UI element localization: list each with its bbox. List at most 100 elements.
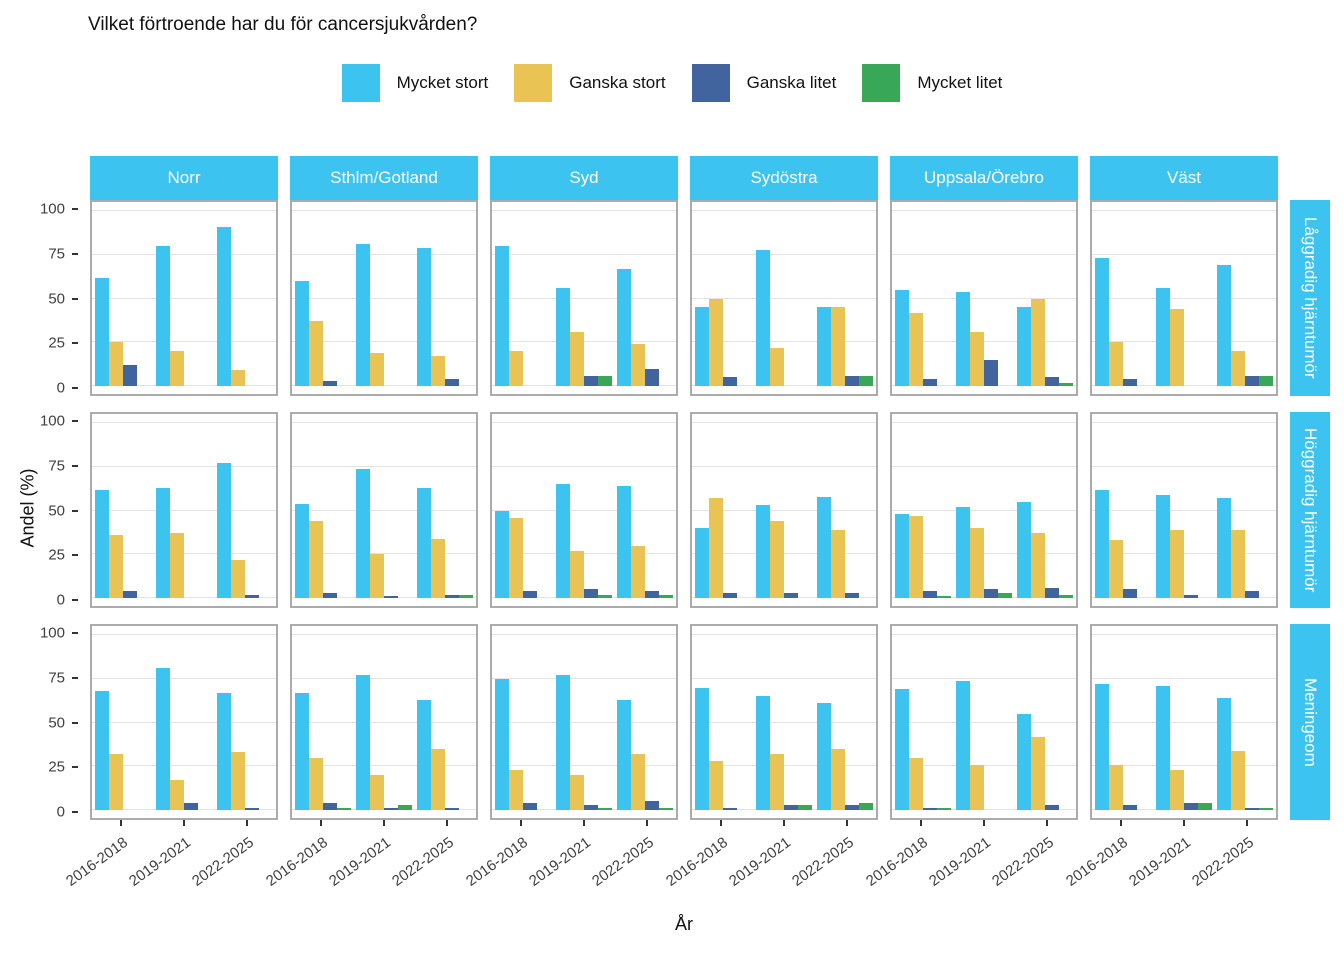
gridline <box>292 422 476 423</box>
y-tick-mark <box>72 721 78 724</box>
bar-group-2019-2021 <box>756 423 812 598</box>
bar-group-2016-2018 <box>694 211 751 386</box>
panel-syd-row2 <box>490 412 678 608</box>
bar-mycket-stort <box>556 484 570 598</box>
bar-mycket-stort <box>217 226 232 386</box>
legend-swatch-ganska-litet <box>691 64 730 102</box>
bar-mycket-stort <box>217 692 232 810</box>
bar-mycket-litet <box>936 808 951 810</box>
bar-ganska-stort <box>508 769 523 810</box>
gridline <box>692 297 876 299</box>
bar-group-2016-2018 <box>494 423 551 598</box>
gridline <box>692 721 876 723</box>
gridline <box>692 509 876 511</box>
bar-ganska-stort <box>308 521 323 598</box>
gridline <box>892 341 1076 343</box>
bar-ganska-stort <box>108 754 123 810</box>
bar-group-2019-2021 <box>556 635 612 810</box>
x-tick-mark <box>383 820 385 826</box>
bar-ganska-litet <box>784 592 798 598</box>
legend-label: Mycket litet <box>917 73 1003 92</box>
bar-mycket-stort <box>817 703 832 810</box>
bar-ganska-stort <box>1108 764 1123 810</box>
y-tick-mark <box>72 554 78 557</box>
panel-norr-row1 <box>90 200 278 396</box>
bar-ganska-stort <box>108 342 123 386</box>
y-tick-label: 0 <box>56 591 65 609</box>
y-tick-mark <box>72 208 78 210</box>
bar-ganska-stort <box>831 529 846 598</box>
gridline <box>692 765 876 767</box>
panel-norr-row2 <box>90 412 278 608</box>
bar-mycket-stort <box>1017 307 1032 386</box>
plot-area <box>92 422 276 598</box>
bar-ganska-litet <box>322 592 337 598</box>
bar-ganska-litet <box>1045 587 1060 598</box>
legend-label: Mycket stort <box>396 73 489 92</box>
y-tick-mark <box>72 766 78 769</box>
bar-mycket-stort <box>1017 713 1032 810</box>
bar-group-2016-2018 <box>894 423 951 598</box>
bar-ganska-stort <box>570 775 584 810</box>
bar-mycket-stort <box>294 281 309 386</box>
bar-ganska-stort <box>831 748 846 810</box>
y-axis-tick-labels: 0 25 50 75 100 <box>24 412 78 608</box>
bar-mycket-stort <box>294 503 309 598</box>
bar-group-2022-2025 <box>417 211 473 386</box>
gridline <box>1092 385 1276 386</box>
gridline <box>1092 553 1276 555</box>
bar-ganska-stort <box>370 352 384 386</box>
gridline <box>892 553 1076 555</box>
bar-group-2022-2025 <box>1217 211 1274 386</box>
bar-mycket-stort <box>956 507 970 598</box>
bar-ganska-litet <box>584 375 598 386</box>
panel-norr-row3 <box>90 624 278 820</box>
gridline <box>692 553 876 555</box>
bar-mycket-stort <box>494 246 509 386</box>
bar-group-2016-2018 <box>494 211 551 386</box>
bar-group-2022-2025 <box>417 635 473 810</box>
bar-mycket-litet <box>598 375 612 386</box>
bar-group-2022-2025 <box>1017 635 1073 810</box>
x-tick-label: 2022-2025 <box>1188 834 1257 890</box>
bar-mycket-stort <box>94 691 109 810</box>
gridline <box>892 634 1076 635</box>
bar-mycket-stort <box>1094 258 1109 386</box>
bar-mycket-litet <box>936 596 951 598</box>
bar-ganska-stort <box>1170 529 1184 598</box>
bar-group-2019-2021 <box>356 423 412 598</box>
y-axis-title: Andel (%) <box>17 468 38 548</box>
x-tick-label: 2019-2021 <box>125 834 194 890</box>
x-tick-mark <box>1120 820 1123 826</box>
gridline <box>92 341 276 343</box>
bar-ganska-litet <box>922 591 937 598</box>
bar-ganska-litet <box>122 365 137 386</box>
bar-ganska-stort <box>1170 309 1184 386</box>
gridline <box>492 422 676 423</box>
gridline <box>1092 677 1276 679</box>
bar-ganska-litet <box>845 592 860 598</box>
gridline <box>292 677 476 679</box>
bar-ganska-litet <box>1184 594 1198 598</box>
y-axis-tick-labels: 0 25 50 75 100 <box>24 624 78 820</box>
y-tick-mark <box>72 676 78 679</box>
bar-group-2019-2021 <box>956 635 1012 810</box>
gridline <box>492 677 676 679</box>
bar-ganska-stort <box>970 528 984 598</box>
bar-mycket-stort <box>617 699 632 810</box>
bar-ganska-stort <box>308 321 323 386</box>
bar-ganska-litet <box>845 375 860 386</box>
gridline <box>892 721 1076 723</box>
bar-ganska-litet <box>184 803 198 810</box>
x-tick-mark <box>445 820 448 826</box>
bar-ganska-stort <box>708 761 723 810</box>
y-tick-label: 100 <box>39 412 65 430</box>
facet-column-header: Uppsala/Örebro <box>890 156 1078 200</box>
gridline <box>292 341 476 343</box>
bar-mycket-litet <box>659 808 674 810</box>
gridline <box>492 634 676 635</box>
bar-mycket-stort <box>156 246 170 386</box>
gridline <box>492 341 676 343</box>
bar-mycket-stort <box>156 668 170 810</box>
